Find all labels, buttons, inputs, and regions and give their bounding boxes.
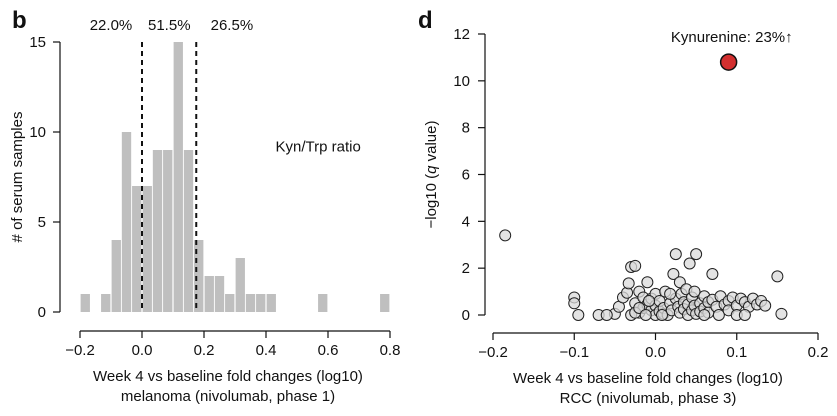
panel-letter-d: d (418, 7, 433, 34)
x-tick-label-3: 0.4 (256, 342, 277, 359)
x-axis-label: Week 4 vs baseline fold changes (log10) (513, 370, 783, 387)
x-tick-label-5: 0.8 (380, 342, 401, 359)
scatter-point-32 (669, 248, 682, 261)
scatter-point-43 (683, 257, 696, 270)
scatter-point-58 (712, 309, 725, 321)
histogram-bar-13 (214, 276, 225, 312)
y-axis-label: −log10 (q value) (423, 121, 440, 229)
x-axis-sublabel: melanoma (nivolumab, phase 1) (121, 388, 335, 405)
scatter-point-10 (629, 259, 642, 272)
histogram-bar-11 (194, 240, 204, 312)
x-tick-label-1: 0.0 (132, 342, 153, 359)
x-tick-label-2: 0.0 (645, 344, 666, 361)
x-tick-label-4: 0.2 (808, 344, 829, 361)
histogram-bar-10 (183, 150, 194, 312)
x-tick-label-0: −0.2 (478, 344, 508, 361)
highlight-label: Kynurenine: 23%↑ (671, 29, 793, 46)
histogram-bar-9 (173, 42, 183, 312)
histogram-bar-16 (245, 294, 256, 312)
annotation-kyn-trp: Kyn/Trp ratio (276, 138, 361, 155)
scatter-point-71 (759, 299, 772, 312)
x-axis: −0.2 −0.1 0.0 0.1 0.2 (478, 332, 829, 361)
scatter-point-79 (639, 309, 652, 321)
histogram-bar-2 (101, 294, 111, 312)
threshold-lines (141, 42, 198, 312)
scatter-point-82 (664, 287, 677, 300)
x-tick-label-0: −0.2 (65, 342, 95, 359)
scatter-point-2 (568, 297, 581, 310)
histogram-bar-23 (318, 294, 328, 312)
histogram-bar-4 (121, 132, 132, 312)
histogram-bar-12 (204, 276, 214, 312)
histogram-bar-15 (235, 258, 245, 312)
histogram-bar-14 (225, 294, 235, 312)
histogram-bar-5 (132, 186, 142, 312)
x-axis: −0.2 0.0 0.2 0.4 0.6 0.8 (65, 330, 401, 359)
y-axis-label-q: q (423, 165, 440, 174)
histogram-bar-3 (111, 240, 121, 312)
percent-label-0: 22.0% (90, 17, 133, 34)
histogram-bar-29 (380, 294, 390, 312)
y-tick-label-4: 4 (462, 213, 470, 230)
scatter-point-83 (688, 285, 701, 298)
scatter-point-3 (572, 309, 585, 321)
scatter-point-8 (622, 277, 635, 290)
x-tick-label-1: −0.1 (559, 344, 589, 361)
histogram-bar-0 (80, 294, 90, 312)
scatter-point-86 (738, 309, 751, 321)
histogram-bar-6 (142, 186, 152, 312)
scatter-point-17 (641, 276, 654, 289)
histogram-bars (80, 42, 390, 312)
x-tick-label-4: 0.6 (318, 342, 339, 359)
histogram-bar-17 (256, 294, 266, 312)
x-axis-sublabel: RCC (nivolumab, phase 3) (560, 390, 737, 407)
y-tick-label-8: 8 (462, 120, 470, 137)
scatter-point-73 (775, 307, 788, 320)
y-tick-label-0: 0 (38, 304, 46, 321)
scatter-point-84 (698, 309, 711, 321)
scatter-point-31 (667, 268, 680, 281)
y-axis-label-part-1: −log10 ( (423, 174, 440, 229)
scatter-point-75 (600, 309, 613, 321)
scatter-point-47 (690, 248, 703, 261)
percent-labels: 22.0% 51.5% 26.5% (90, 17, 253, 34)
y-tick-label-10: 10 (29, 124, 46, 141)
scatter-point-81 (656, 309, 668, 321)
percent-label-1: 51.5% (148, 17, 191, 34)
x-tick-label-3: 0.1 (726, 344, 747, 361)
scatter-point-80 (643, 294, 655, 307)
y-axis-label: # of serum samples (9, 112, 26, 243)
percent-label-2: 26.5% (211, 17, 254, 34)
x-axis-label: Week 4 vs baseline fold changes (log10) (93, 368, 363, 385)
panel-letter-b: b (12, 7, 27, 34)
scatter-points (499, 229, 788, 321)
y-axis: 0 2 4 6 8 10 12 (453, 26, 486, 324)
y-tick-label-2: 2 (462, 260, 470, 277)
y-axis: 0 5 10 15 (29, 34, 61, 321)
y-tick-label-0: 0 (462, 307, 470, 324)
y-tick-label-12: 12 (453, 26, 470, 43)
highlight-point-kynurenine (719, 53, 738, 71)
histogram-bar-8 (163, 150, 173, 312)
y-tick-label-5: 5 (38, 214, 46, 231)
scatter-point-0 (499, 229, 512, 242)
x-tick-label-2: 0.2 (194, 342, 215, 359)
y-axis-label-part-3: value) (423, 121, 440, 166)
volcano-panel-d: d 0 2 4 6 8 10 12 −0.2 −0.1 0.0 0.1 0.2 Kynurenine… (418, 7, 828, 407)
y-tick-label-15: 15 (29, 34, 46, 51)
scatter-point-72 (771, 270, 784, 283)
histogram-bar-18 (266, 294, 276, 312)
y-tick-label-10: 10 (453, 73, 470, 90)
histogram-bar-7 (152, 150, 163, 312)
scatter-point-56 (706, 268, 719, 281)
y-tick-label-6: 6 (462, 167, 470, 184)
